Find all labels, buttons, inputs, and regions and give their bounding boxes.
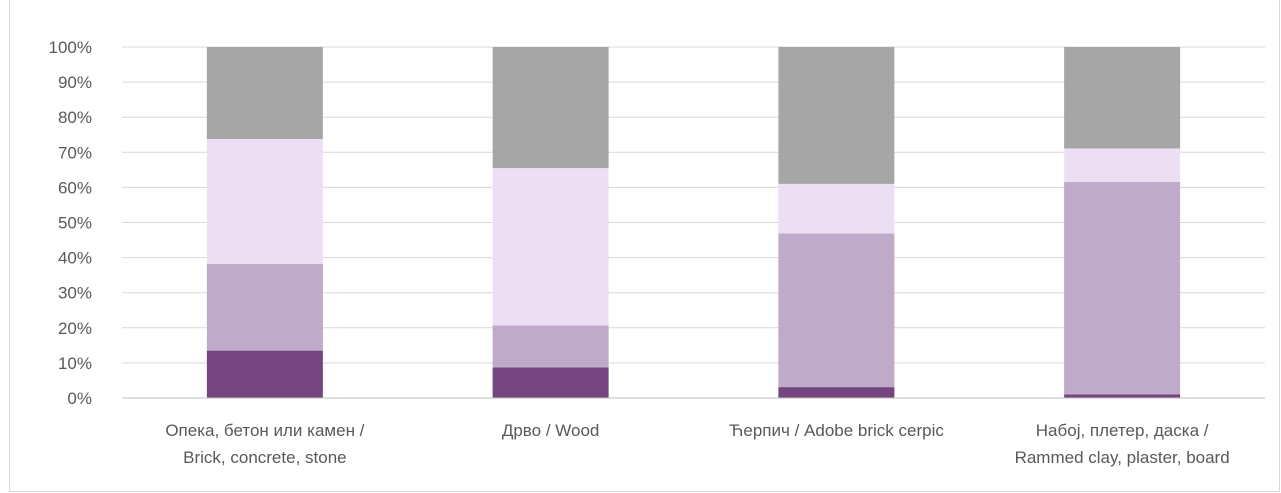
y-tick-label: 60% bbox=[58, 178, 92, 197]
x-category-label: Опека, бетон или камен / bbox=[165, 421, 364, 440]
x-category-label: Ћерпич / Adobe brick cerpic bbox=[729, 421, 944, 440]
y-tick-label: 40% bbox=[58, 249, 92, 268]
bar-segment bbox=[206, 263, 323, 351]
bar-segment bbox=[492, 47, 609, 169]
y-tick-label: 100% bbox=[49, 38, 92, 57]
bar-segment bbox=[1064, 181, 1181, 395]
y-tick-label: 20% bbox=[58, 319, 92, 338]
x-category-labels: Опека, бетон или камен / Brick, concrete,… bbox=[165, 421, 1229, 467]
bar-segment bbox=[778, 387, 895, 398]
y-tick-label: 90% bbox=[58, 73, 92, 92]
y-tick-label: 70% bbox=[58, 143, 92, 162]
bar-segment bbox=[206, 138, 323, 264]
bar-segment bbox=[492, 367, 609, 398]
bar-segment bbox=[492, 168, 609, 326]
x-category-label: Дрво / Wood bbox=[502, 421, 600, 440]
bar-segment bbox=[492, 325, 609, 368]
x-category-label: Brick, concrete, stone bbox=[183, 448, 346, 467]
bar-segment bbox=[1064, 47, 1181, 149]
bar-segment bbox=[1064, 148, 1181, 182]
y-tick-label: 80% bbox=[58, 108, 92, 127]
bars bbox=[206, 47, 1181, 398]
bar-segment bbox=[206, 47, 323, 139]
bar-segment bbox=[1064, 394, 1181, 398]
bar-segment bbox=[778, 233, 895, 388]
x-category-label: Rammed clay, plaster, board bbox=[1015, 448, 1230, 467]
y-tick-label: 30% bbox=[58, 284, 92, 303]
bar-segment bbox=[778, 47, 895, 184]
bar-segment bbox=[778, 183, 895, 234]
y-tick-label: 0% bbox=[67, 389, 92, 408]
y-tick-label: 50% bbox=[58, 214, 92, 233]
y-tick-label: 10% bbox=[58, 354, 92, 373]
bar-segment bbox=[206, 350, 323, 398]
x-category-label: Набој, плетер, даска / bbox=[1036, 421, 1209, 440]
y-tick-labels: 0% 10% 20% 30% 40% 50% 60% 70% 80% 90% 100% bbox=[49, 38, 92, 408]
